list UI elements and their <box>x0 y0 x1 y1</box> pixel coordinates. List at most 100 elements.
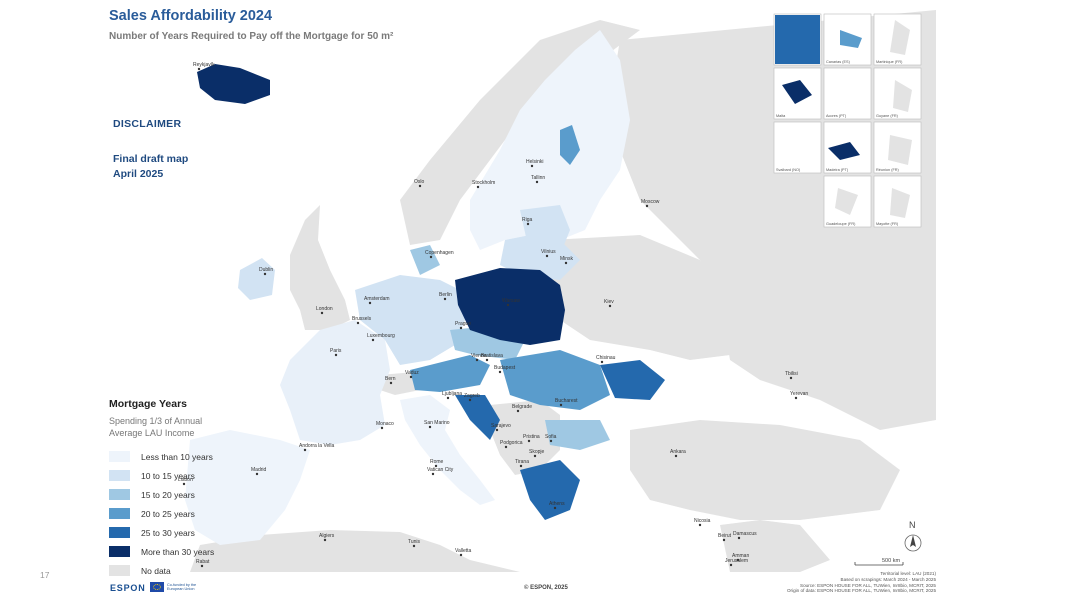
city-dot <box>389 381 393 385</box>
north-arrow: N <box>904 520 922 552</box>
city-marker: Riga <box>522 217 533 226</box>
legend-swatch <box>109 489 130 500</box>
finland-patch <box>560 125 580 165</box>
city-label: Skopje <box>529 449 545 455</box>
city-marker: Madrid <box>251 467 267 476</box>
city-label: Stockholm <box>472 180 495 186</box>
city-label: Yerevan <box>790 391 808 397</box>
city-label: Rome <box>430 459 444 465</box>
city-dot <box>371 338 375 342</box>
city-label: Ankara <box>670 449 686 455</box>
city-label: Sarajevo <box>491 423 511 429</box>
city-label: Berlin <box>439 292 452 298</box>
city-dot <box>418 184 422 188</box>
city-dot <box>428 425 432 429</box>
city-label: Tunis <box>408 539 421 545</box>
city-dot <box>545 254 549 258</box>
city-marker: Zagreb <box>464 393 480 402</box>
disclaimer-heading: DISCLAIMER <box>113 118 182 130</box>
copyright: © ESPON, 2025 <box>524 585 568 591</box>
city-dot <box>789 376 793 380</box>
city-marker: Yerevan <box>790 391 808 400</box>
city-marker: Monaco <box>376 421 394 430</box>
city-marker: Bratislava <box>481 353 503 362</box>
inset-label-martinique: Martinique (FR) <box>876 60 903 64</box>
city-label: Jerusalem <box>725 558 748 564</box>
map-subtitle: Number of Years Required to Pay off the … <box>109 31 394 42</box>
city-marker: Moscow <box>641 199 660 208</box>
city-dot <box>564 261 568 265</box>
legend-swatch <box>109 565 130 576</box>
city-marker: Belgrade <box>512 404 532 413</box>
credit-line: Based on scrapings: March 2024 - March 2… <box>840 576 937 582</box>
city-label: Vaduz <box>405 370 419 376</box>
city-dot <box>737 536 741 540</box>
city-marker: Valletta <box>455 548 472 557</box>
legend-subtitle: Spending 1/3 of Annual Average LAU Incom… <box>109 415 259 439</box>
city-label: Belgrade <box>512 404 532 410</box>
draft-line-2: April 2025 <box>113 168 164 180</box>
legend: Mortgage Years Spending 1/3 of Annual Av… <box>109 398 259 580</box>
eu-cofunded-logo: Co-funded by the European Union <box>150 582 211 592</box>
city-marker: Lisbon <box>178 477 193 486</box>
city-marker: Oslo <box>414 179 425 188</box>
city-marker: Algiers <box>319 533 335 542</box>
city-label: Valletta <box>455 548 472 554</box>
legend-swatch <box>109 527 130 538</box>
legend-swatch <box>109 546 130 557</box>
page-number: 17 <box>40 570 50 580</box>
legend-label: More than 30 years <box>141 546 215 557</box>
city-marker: Vienna <box>471 353 487 362</box>
city-label: Luxembourg <box>367 333 395 339</box>
city-dot <box>182 482 186 486</box>
city-marker: Bucharest <box>555 398 578 407</box>
city-label: Amsterdam <box>364 296 390 302</box>
city-marker: Tirana <box>515 459 529 468</box>
city-label: Riga <box>522 217 533 223</box>
city-marker: Bern <box>385 376 396 385</box>
legend-label: 20 to 25 years <box>141 508 195 519</box>
eu-flag-icon <box>150 582 164 592</box>
city-marker: Copenhagen <box>425 250 454 259</box>
city-label: Tbilisi <box>785 371 798 377</box>
city-dot <box>323 538 327 542</box>
credit-line: Source: ESPON HOUSE FOR ALL, TUWien, Inr… <box>800 582 936 588</box>
city-dot <box>459 326 463 330</box>
city-marker: Sarajevo <box>491 423 511 432</box>
draft-note: Final draft map April 2025 <box>113 152 188 182</box>
city-dot <box>553 506 557 510</box>
city-label: Nicosia <box>694 518 711 524</box>
europe-map: Reykjavík Helsinki Tallinn Oslo Stockholm Mos… <box>178 10 936 572</box>
city-marker: Luxembourg <box>367 333 395 342</box>
city-marker: Vatican City <box>427 467 454 476</box>
city-label: Prague <box>455 321 471 327</box>
legend-label: 25 to 30 years <box>141 527 195 538</box>
city-dot <box>519 464 523 468</box>
city-label: Reykjavík <box>193 62 215 68</box>
legend-item: No data <box>109 561 259 580</box>
city-marker: Tunis <box>408 539 421 548</box>
city-marker: Kiev <box>604 299 614 308</box>
credit-line: Territorial level: LAU (2021) <box>880 571 936 576</box>
city-marker: Nicosia <box>694 518 711 527</box>
city-label: San Marino <box>424 420 450 426</box>
legend-item: More than 30 years <box>109 542 259 561</box>
city-label: Lisbon <box>178 477 193 483</box>
city-label: Oslo <box>414 179 425 185</box>
scale-bar: 500 km <box>854 558 904 566</box>
city-marker: Ljubljana <box>442 391 462 400</box>
north-label: N <box>909 520 916 530</box>
city-marker: Pristina <box>523 434 540 443</box>
map-frame: Reykjavík Helsinki Tallinn Oslo Stockholm Mos… <box>104 8 936 572</box>
legend-subtitle-line-1: Spending 1/3 of Annual <box>109 416 203 426</box>
city-label: Bratislava <box>481 353 503 359</box>
city-label: Warsaw <box>502 298 520 304</box>
city-marker: Ankara <box>670 449 686 458</box>
legend-label: 10 to 15 years <box>141 470 195 481</box>
city-marker: Warsaw <box>502 298 520 307</box>
legend-item: Less than 10 years <box>109 447 259 466</box>
city-label: Vilnius <box>541 249 556 255</box>
city-dot <box>443 297 447 301</box>
city-marker: Prague <box>455 321 471 330</box>
map-title: Sales Affordability 2024 <box>109 8 273 24</box>
